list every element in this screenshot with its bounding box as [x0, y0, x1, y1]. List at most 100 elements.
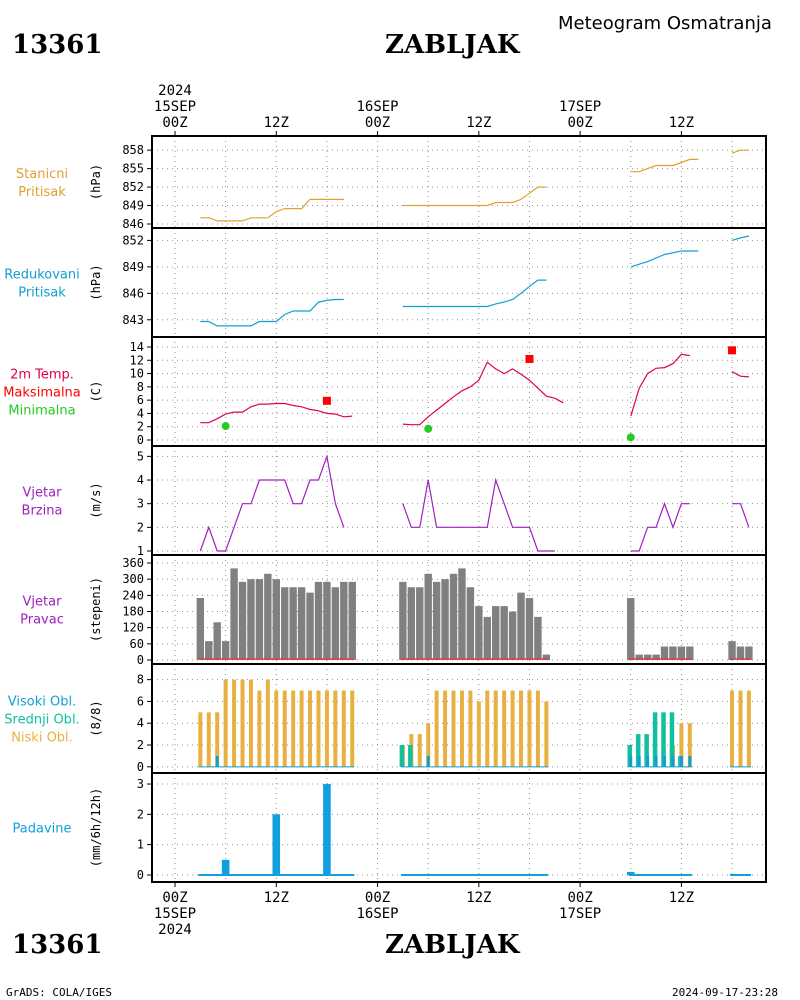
station-pressure-marks [200, 149, 749, 222]
temperature-series-line [731, 371, 749, 378]
wind-direction-bar [441, 579, 449, 660]
wind-direction-bar [677, 646, 686, 660]
top-day-label: 16SEP [356, 99, 398, 115]
cloud-cover-bar [687, 723, 692, 767]
top-day-label: 15SEP [154, 99, 196, 115]
wind-direction-bar [424, 573, 432, 660]
cloud-cover-bar [215, 755, 219, 767]
cloud-cover-bar [341, 690, 346, 767]
cloud-cover-bar [738, 690, 743, 767]
cloud-cover-bar [535, 690, 540, 767]
wind-speed-ytick-label: 2 [137, 520, 144, 534]
wind-direction-bar [272, 579, 280, 660]
bottom-day-label: 17SEP [559, 906, 601, 922]
temperature-series-line [402, 361, 564, 426]
precipitation-marks [198, 784, 751, 876]
cloud-cover-bar [669, 712, 675, 767]
precipitation-ytick-label: 2 [137, 807, 144, 821]
cloud-cover-bar [510, 690, 515, 767]
temperature-min-marker [424, 424, 433, 433]
wind-direction-bar [340, 581, 348, 660]
station-pressure-ytick-label: 855 [122, 162, 144, 176]
bottom-hour-label: 00Z [162, 890, 187, 906]
cloud-cover-bar [468, 690, 473, 767]
wind-direction-ytick-label: 360 [122, 556, 144, 570]
cloud-cover-ytick-label: 8 [137, 673, 144, 687]
cloud-cover-marks [198, 679, 751, 768]
wind-direction-bar [331, 587, 340, 660]
cloud-cover-bar [215, 712, 220, 767]
temperature-max-marker [525, 354, 534, 363]
top-day-label: 17SEP [559, 99, 601, 115]
wind-direction-bar [281, 587, 289, 660]
temperature-ytick-label: 10 [130, 367, 144, 381]
wind-direction-ytick-label: 60 [130, 637, 144, 651]
cloud-cover-bar [527, 690, 532, 767]
precipitation-unit-label: (mm/6h/12h) [89, 788, 103, 867]
cloud-cover-bar [671, 755, 675, 767]
top-hour-label: 12Z [264, 115, 289, 131]
precipitation-ytick-label: 1 [137, 838, 144, 852]
wind-direction-bar [635, 654, 643, 660]
temperature-label-line: Maksimalna [3, 386, 81, 401]
wind-direction-bar [196, 598, 205, 660]
wind-direction-bar [449, 573, 458, 660]
station-pressure-label-line: Stanicni [16, 167, 68, 182]
bottom-hour-label: 00Z [365, 890, 390, 906]
precipitation-label-line: Padavine [13, 822, 72, 837]
station-pressure-series-line [402, 186, 547, 207]
cloud-cover-bar [291, 690, 296, 767]
wind-speed-marks [199, 454, 750, 552]
cloud-cover-bar [399, 745, 405, 767]
cloud-cover-bar [451, 690, 456, 767]
temperature-ytick-label: 4 [137, 406, 144, 420]
temperature-ytick-label: 0 [137, 433, 144, 447]
reduced-pressure-frame [151, 227, 767, 338]
meteogram-subtitle: Meteogram Osmatranja [558, 13, 772, 34]
wind-direction-bar [525, 598, 534, 660]
wind-speed-ytick-label: 1 [137, 544, 144, 558]
temperature-min-marker [221, 422, 230, 431]
precipitation-frame [151, 772, 767, 883]
station-pressure-frame [151, 135, 767, 229]
bottom-day-label: 16SEP [356, 906, 398, 922]
station-id-bottom: 13361 [12, 930, 103, 960]
temperature-max-marker [728, 346, 737, 355]
cloud-cover-bar [223, 679, 228, 767]
cloud-cover-bar [240, 679, 245, 767]
cloud-cover-bar [417, 734, 422, 767]
station-pressure-ytick-label: 849 [122, 199, 144, 213]
cloud-cover-bar [299, 690, 304, 767]
wind-speed-label-line: Vjetar [23, 486, 63, 501]
top-hour-label: 00Z [567, 115, 592, 131]
wind-direction-bar [407, 587, 416, 660]
cloud-cover-bar [629, 755, 633, 767]
cloud-cover-bar [654, 755, 658, 767]
cloud-cover-bar [635, 734, 641, 767]
wind-speed-series-line [630, 501, 690, 552]
top-hour-label: 00Z [162, 115, 187, 131]
cloud-cover-bar [485, 690, 490, 767]
cloud-cover-bar [265, 679, 270, 767]
wind-direction-label-line: Pravac [20, 613, 64, 628]
wind-speed-frame [151, 445, 767, 556]
wind-speed-ytick-label: 3 [137, 497, 144, 511]
precipitation-bar [626, 871, 635, 875]
reduced-pressure-series-line [402, 279, 547, 308]
temperature-series-line [200, 402, 353, 424]
cloud-cover-bar [679, 723, 684, 767]
wind-direction-bar [221, 641, 230, 660]
cloud-cover-label-line: Visoki Obl. [8, 695, 76, 710]
reduced-pressure-marks [200, 235, 750, 327]
wind-direction-label-line: Vjetar [23, 595, 63, 610]
temperature-ytick-label: 12 [130, 353, 144, 367]
station-name-top: ZABLJAK [385, 30, 520, 60]
station-pressure-series-line [200, 198, 344, 222]
wind-direction-bar [466, 587, 475, 660]
precipitation-ytick-label: 0 [137, 868, 144, 882]
temperature-ytick-label: 2 [137, 420, 144, 434]
cloud-cover-bar [644, 734, 649, 767]
wind-direction-bar [213, 622, 221, 660]
wind-speed-ytick-label: 5 [137, 449, 144, 463]
reduced-pressure-label-line: Pritisak [18, 286, 66, 301]
